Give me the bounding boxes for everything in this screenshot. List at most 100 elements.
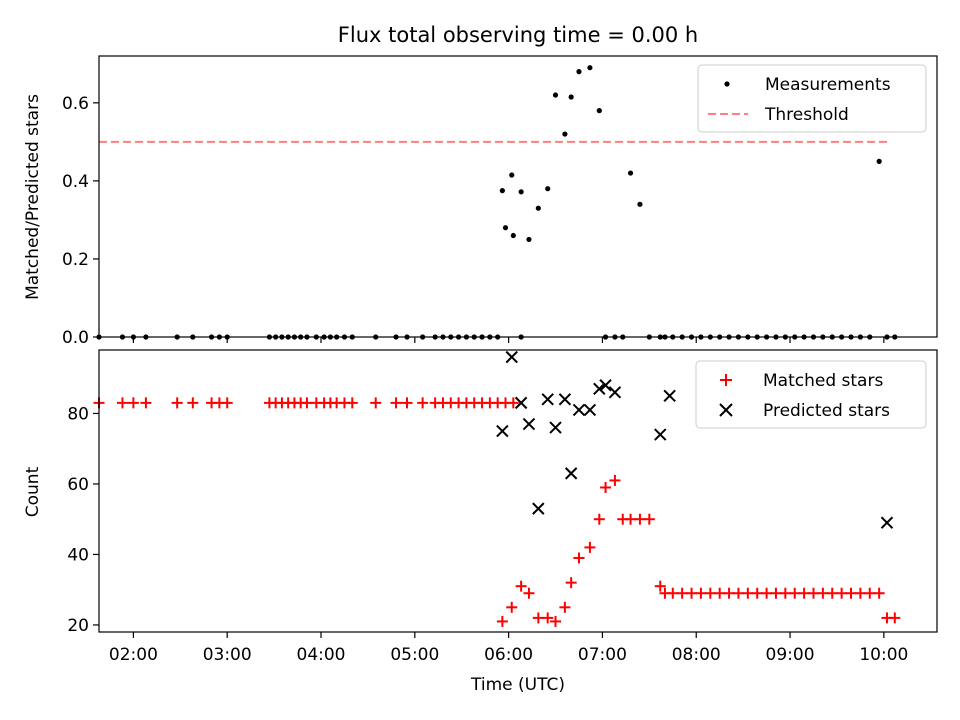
measurement-point (518, 189, 524, 195)
measurement-point (526, 236, 532, 243)
matched-star-point (390, 397, 402, 409)
bottom-y-tick-label: 80 (67, 404, 89, 424)
matched-star-point (854, 587, 866, 599)
x-tick-label: 10:00 (859, 645, 908, 665)
matched-star-point (714, 587, 726, 599)
matched-star-point (532, 612, 544, 624)
x-tick-label: 07:00 (578, 645, 627, 665)
measurement-point (627, 170, 634, 176)
matched-star-point (515, 580, 527, 592)
measurement-point (562, 131, 568, 137)
legend-matched-label: Matched stars (763, 371, 883, 391)
x-tick-label: 02:00 (109, 645, 158, 665)
matched-star-point (789, 587, 801, 599)
matched-star-point (826, 587, 838, 599)
predicted-star-point (505, 350, 518, 364)
legend-matched-marker (720, 374, 732, 386)
legend-threshold-label: Threshold (764, 105, 849, 125)
legend-measurements-label: Measurements (765, 75, 891, 95)
x-tick-label: 05:00 (390, 645, 439, 665)
matched-star-point (301, 397, 313, 409)
matched-star-point (654, 580, 666, 592)
matched-star-point (221, 397, 233, 409)
matched-star-point (609, 474, 621, 486)
bottom-axes-frame (98, 349, 938, 633)
matched-star-point (565, 577, 577, 589)
predicted-star-point (663, 389, 676, 403)
matched-star-point (873, 587, 885, 599)
measurement-point (568, 94, 574, 100)
x-tick-label: 04:00 (297, 645, 346, 665)
measurement-point (499, 188, 505, 194)
matched-star-point (370, 397, 382, 409)
predicted-star-point (572, 403, 586, 417)
matched-star-point (171, 397, 183, 409)
bottom-legend-box (695, 360, 927, 429)
predicted-star-point (880, 516, 894, 529)
measurement-point (576, 69, 582, 75)
measurement-point (509, 172, 515, 178)
matched-star-point (507, 397, 519, 409)
x-axis-label: Time (UTC) (470, 675, 565, 695)
matched-star-point (686, 587, 698, 599)
predicted-star-point (608, 386, 622, 399)
top-y-axis-label: Matched/Predicted stars (23, 94, 43, 300)
bottom-y-axis-label: Count (23, 466, 43, 517)
matched-star-point (401, 397, 413, 409)
matched-star-point (523, 587, 535, 599)
matched-star-point (573, 552, 585, 564)
predicted-star-point (514, 396, 528, 410)
matched-star-point (798, 587, 810, 599)
predicted-star-point (558, 393, 572, 406)
measurement-point (587, 65, 593, 71)
predicted-star-point (654, 428, 667, 441)
matched-star-point (695, 587, 707, 599)
matched-star-point (625, 513, 637, 525)
bottom-legend: Matched stars Predicted stars (695, 360, 927, 429)
matched-star-point (770, 587, 782, 599)
top-legend-box (697, 64, 927, 133)
matched-star-point (864, 587, 876, 599)
matched-star-point (845, 587, 857, 599)
predicted-star-point (564, 467, 578, 480)
matched-star-point (187, 397, 199, 409)
measurement-point (545, 186, 551, 192)
measurement-point (535, 205, 541, 211)
predicted-star-point (593, 382, 606, 395)
matched-star-point (550, 615, 562, 627)
matched-star-point (584, 541, 596, 553)
chart-title: Flux total observing time = 0.00 h (338, 23, 698, 47)
matched-star-point (732, 587, 744, 599)
legend-predicted-marker (719, 403, 733, 417)
matched-star-point (676, 587, 688, 599)
bottom-y-tick-label: 40 (67, 545, 89, 565)
top-y-tick-label: 0.2 (62, 250, 89, 270)
matched-star-point (506, 601, 518, 613)
matched-star-point (889, 612, 901, 624)
measurement-point (502, 225, 509, 231)
matched-star-point (643, 513, 655, 525)
matched-star-point (140, 397, 152, 409)
measurement-point (510, 232, 516, 239)
top-axes-frame (98, 55, 938, 338)
matched-star-point (542, 612, 554, 624)
top-legend: Measurements Threshold (697, 64, 927, 133)
top-y-tick-label: 0.0 (62, 328, 89, 348)
matched-star-point (127, 397, 139, 409)
legend-predicted-label: Predicted stars (763, 401, 890, 421)
x-tick-label: 08:00 (672, 645, 721, 665)
measurement-point (876, 158, 882, 164)
matched-star-point (807, 587, 819, 599)
measurement-point (637, 201, 643, 207)
measurement-point (596, 108, 602, 114)
matched-star-point (817, 587, 829, 599)
x-tick-label: 09:00 (766, 645, 815, 665)
matched-star-point (779, 587, 791, 599)
predicted-star-point (583, 403, 597, 417)
matched-star-point (751, 587, 763, 599)
x-tick-label: 03:00 (203, 645, 252, 665)
legend-measurements-marker (724, 81, 730, 87)
predicted-star-point (522, 417, 536, 431)
matched-star-point (346, 397, 358, 409)
